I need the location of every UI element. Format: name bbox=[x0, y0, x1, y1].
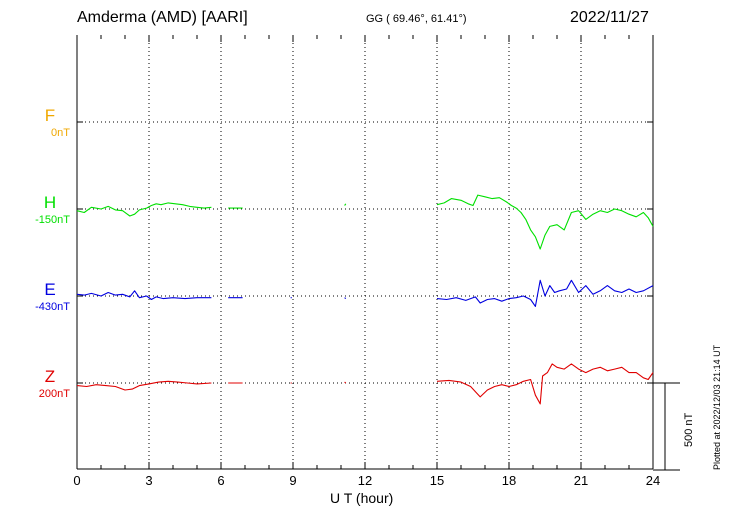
station-coordinates: GG ( 69.46°, 61.41°) bbox=[366, 13, 467, 25]
x-tick-label: 12 bbox=[357, 473, 373, 488]
series-line-e bbox=[76, 279, 654, 307]
scale-bar-label: 500 nT bbox=[683, 412, 695, 447]
chart-date: 2022/11/27 bbox=[570, 9, 649, 26]
series-line-h bbox=[76, 194, 654, 250]
x-tick-label: 3 bbox=[145, 473, 153, 488]
channel-offset-h: -150nT bbox=[35, 214, 70, 226]
plotted-timestamp: Plotted at 2022/12/03 21:14 UT bbox=[712, 344, 722, 470]
x-tick-label: 15 bbox=[429, 473, 445, 488]
axes bbox=[76, 35, 654, 470]
x-tick-label: 18 bbox=[501, 473, 517, 488]
x-tick-label: 24 bbox=[645, 473, 661, 488]
channel-label-h: H bbox=[43, 193, 57, 212]
x-tick-label: 21 bbox=[573, 473, 589, 488]
channel-label-f: F bbox=[44, 106, 56, 125]
series-line-z bbox=[76, 363, 654, 405]
channel-label-e: E bbox=[44, 280, 56, 299]
channel-offset-e: -430nT bbox=[35, 301, 70, 313]
x-tick-label: 9 bbox=[289, 473, 297, 488]
scale-bar bbox=[653, 382, 680, 471]
series-lines bbox=[76, 194, 654, 405]
grid-lines bbox=[77, 35, 653, 469]
station-title: Amderma (AMD) [AARI] bbox=[77, 9, 248, 26]
channel-offset-f: 0nT bbox=[51, 127, 70, 139]
channel-label-z: Z bbox=[44, 367, 56, 386]
x-tick-label: 0 bbox=[73, 473, 81, 488]
x-tick-label: 6 bbox=[217, 473, 225, 488]
x-axis-label: U T (hour) bbox=[330, 490, 394, 506]
channel-offset-z: 200nT bbox=[38, 388, 70, 400]
